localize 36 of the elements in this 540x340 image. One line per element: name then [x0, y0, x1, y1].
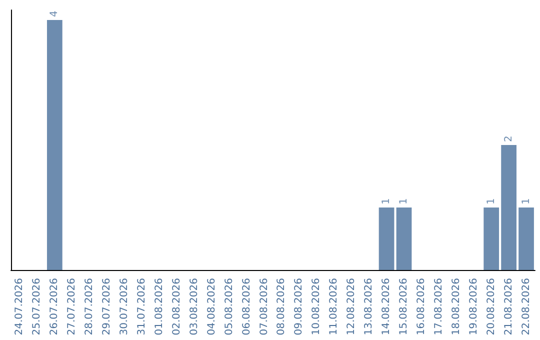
x-tick-label: 22.08.2026 — [520, 278, 532, 336]
x-tick-label: 27.07.2026 — [66, 278, 78, 336]
x-tick-label: 04.08.2026 — [206, 278, 218, 336]
x-tick-label: 16.08.2026 — [416, 278, 427, 336]
x-tick-label: 25.07.2026 — [32, 278, 43, 336]
x-tick-label: 05.08.2026 — [224, 278, 235, 336]
x-tick-label: 28.07.2026 — [84, 278, 96, 336]
x-tick-label: 14.08.2026 — [381, 278, 392, 336]
x-tick-label: 18.08.2026 — [450, 278, 462, 336]
x-tick-label: 19.08.2026 — [468, 278, 480, 336]
x-tick-label: 02.08.2026 — [171, 278, 182, 336]
x-tick-label: 31.07.2026 — [136, 278, 148, 336]
x-tick-label: 21.08.2026 — [503, 278, 514, 336]
x-tick-label: 20.08.2026 — [486, 278, 497, 336]
x-tick-label: 08.08.2026 — [276, 278, 288, 336]
x-tick-label: 12.08.2026 — [346, 278, 358, 336]
x-tick-label: 17.08.2026 — [433, 278, 444, 336]
x-tick-label: 03.08.2026 — [188, 278, 200, 336]
data-label: 1 — [381, 198, 392, 204]
data-label: 1 — [398, 198, 410, 204]
x-tick-label: 11.08.2026 — [328, 278, 340, 336]
x-tick-label: 10.08.2026 — [311, 278, 322, 336]
data-label: 2 — [503, 136, 514, 142]
x-tick-label: 24.07.2026 — [14, 278, 26, 336]
x-tick-label: 13.08.2026 — [364, 278, 375, 336]
x-tick-label: 30.07.2026 — [119, 278, 130, 336]
x-tick-label: 07.08.2026 — [258, 278, 270, 336]
x-tick-label: 29.07.2026 — [102, 278, 113, 336]
x-tick-label: 09.08.2026 — [294, 278, 305, 336]
x-tick-label: 15.08.2026 — [398, 278, 410, 336]
x-tick-label: 26.07.2026 — [49, 278, 60, 336]
data-label: 4 — [49, 10, 60, 17]
data-label: 1 — [486, 198, 497, 204]
x-tick-label: 01.08.2026 — [154, 278, 165, 336]
data-label: 1 — [520, 198, 532, 204]
x-tick-label: 06.08.2026 — [241, 278, 252, 336]
